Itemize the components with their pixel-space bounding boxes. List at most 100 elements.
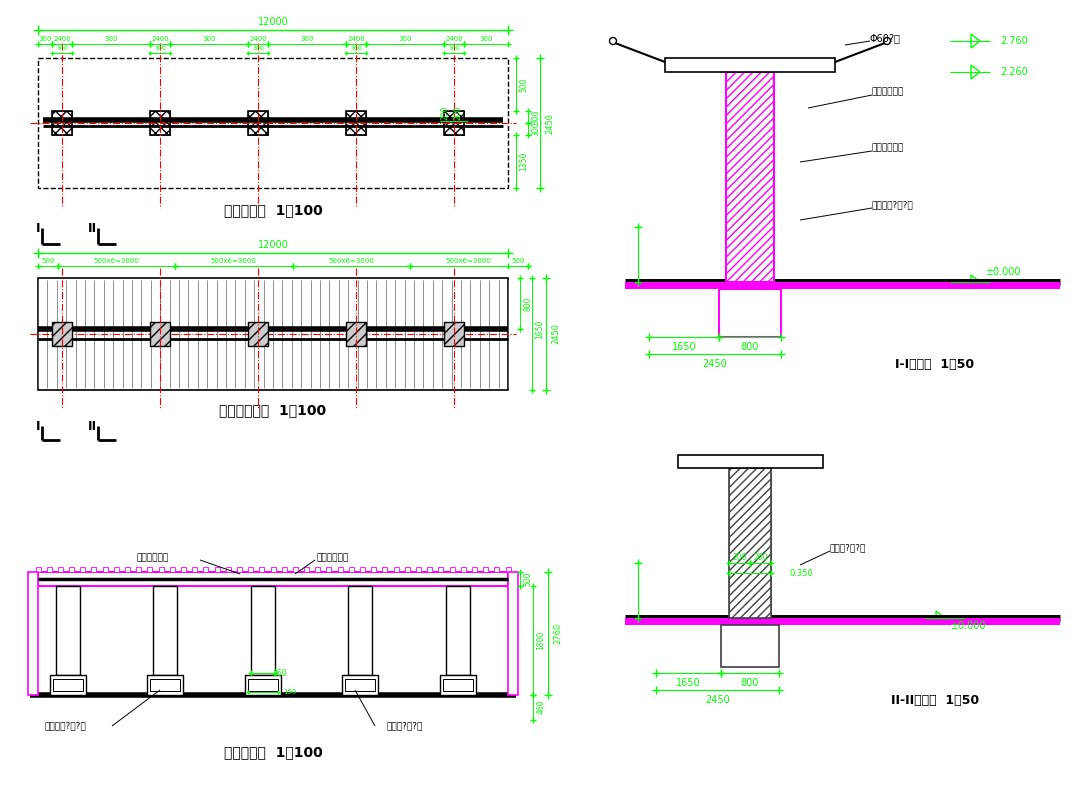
Text: II-II剖面图  1：50: II-II剖面图 1：50 — [891, 693, 980, 706]
Text: 300: 300 — [448, 46, 460, 52]
Text: 300: 300 — [480, 36, 492, 42]
Text: 500: 500 — [524, 571, 532, 586]
Bar — [326, 567, 332, 572]
Bar — [103, 567, 108, 572]
Bar — [625, 282, 1059, 289]
Text: 300: 300 — [399, 36, 411, 42]
Bar — [505, 567, 511, 572]
Text: 2400: 2400 — [249, 36, 267, 42]
Text: 花架立面图  1：100: 花架立面图 1：100 — [224, 745, 322, 759]
Bar — [444, 322, 464, 346]
Bar — [136, 567, 141, 572]
Text: 800: 800 — [741, 342, 759, 352]
Bar — [305, 567, 309, 572]
Text: 200: 200 — [454, 106, 462, 120]
Text: ±0.000: ±0.000 — [985, 267, 1021, 277]
Text: 2450: 2450 — [703, 359, 727, 369]
Bar — [346, 322, 366, 346]
Text: 2400: 2400 — [347, 36, 365, 42]
Bar — [444, 111, 464, 135]
Bar — [382, 567, 388, 572]
Bar — [50, 675, 86, 695]
Bar — [147, 675, 183, 695]
Bar — [125, 567, 130, 572]
Text: 花架平面图  1：100: 花架平面图 1：100 — [224, 203, 322, 217]
Bar — [729, 468, 771, 618]
Text: 200: 200 — [732, 553, 746, 563]
Bar — [372, 567, 376, 572]
Bar — [483, 567, 488, 572]
Text: 2.760: 2.760 — [1000, 36, 1028, 46]
Bar — [215, 567, 219, 572]
Bar — [345, 679, 375, 691]
Bar — [315, 567, 321, 572]
Bar — [346, 322, 366, 346]
Text: Ⅱ: Ⅱ — [87, 221, 96, 235]
Text: 500: 500 — [519, 77, 528, 92]
Bar — [192, 567, 198, 572]
Text: 12000: 12000 — [258, 240, 288, 250]
Text: I-I剖面图  1：50: I-I剖面图 1：50 — [895, 359, 974, 371]
Text: 300: 300 — [531, 110, 540, 124]
Bar — [440, 675, 476, 695]
Bar — [721, 625, 779, 667]
Text: Φ60?木: Φ60?木 — [870, 33, 901, 43]
Text: 2.260: 2.260 — [1000, 67, 1028, 77]
Text: 460: 460 — [537, 699, 545, 714]
Text: 500x6=3000: 500x6=3000 — [328, 258, 375, 264]
Text: 1650: 1650 — [536, 319, 544, 338]
Text: 米色花?岩?面: 米色花?岩?面 — [831, 543, 866, 553]
Text: 300: 300 — [252, 46, 264, 52]
Text: 2450: 2450 — [705, 695, 730, 705]
Bar — [248, 111, 268, 135]
Bar — [416, 567, 421, 572]
Bar — [428, 567, 432, 572]
Bar — [472, 567, 477, 572]
Bar — [342, 675, 378, 695]
Text: 2400: 2400 — [151, 36, 168, 42]
Text: 2760: 2760 — [554, 623, 563, 644]
Text: 2450: 2450 — [552, 323, 561, 345]
Bar — [449, 567, 455, 572]
Text: 360: 360 — [272, 669, 287, 677]
Text: 300: 300 — [38, 36, 52, 42]
Bar — [393, 567, 399, 572]
Text: 200: 200 — [753, 553, 768, 563]
Text: 500x6=3000: 500x6=3000 — [446, 258, 491, 264]
Bar — [36, 567, 41, 572]
Text: I: I — [36, 419, 40, 433]
Bar — [38, 58, 508, 188]
Bar — [677, 455, 823, 468]
Bar — [248, 322, 268, 346]
Text: Ⅱ: Ⅱ — [87, 419, 96, 433]
Bar — [38, 572, 508, 586]
Bar — [282, 567, 286, 572]
Bar — [92, 567, 96, 572]
Bar — [719, 289, 781, 337]
Bar — [237, 567, 242, 572]
Text: 1650: 1650 — [676, 678, 701, 688]
Text: 800: 800 — [524, 296, 532, 311]
Bar — [159, 567, 163, 572]
Bar — [147, 567, 152, 572]
Bar — [28, 572, 38, 695]
Bar — [113, 567, 119, 572]
Bar — [346, 111, 366, 135]
Bar — [338, 567, 342, 572]
Bar — [248, 322, 268, 346]
Bar — [38, 278, 508, 390]
Text: 深米色花?岩?面: 深米色花?岩?面 — [872, 200, 914, 210]
Text: 褐色面漆木材: 褐色面漆木材 — [872, 87, 904, 97]
Bar — [726, 72, 774, 282]
Bar — [69, 567, 75, 572]
Text: 500x6=3000: 500x6=3000 — [211, 258, 257, 264]
Bar — [150, 322, 170, 346]
Bar — [349, 567, 354, 572]
Bar — [150, 322, 170, 346]
Text: 自然色木包面: 自然色木包面 — [872, 144, 904, 152]
Bar — [226, 567, 231, 572]
Bar — [259, 567, 265, 572]
Bar — [495, 567, 499, 572]
Text: 300: 300 — [105, 36, 118, 42]
Bar — [170, 567, 175, 572]
